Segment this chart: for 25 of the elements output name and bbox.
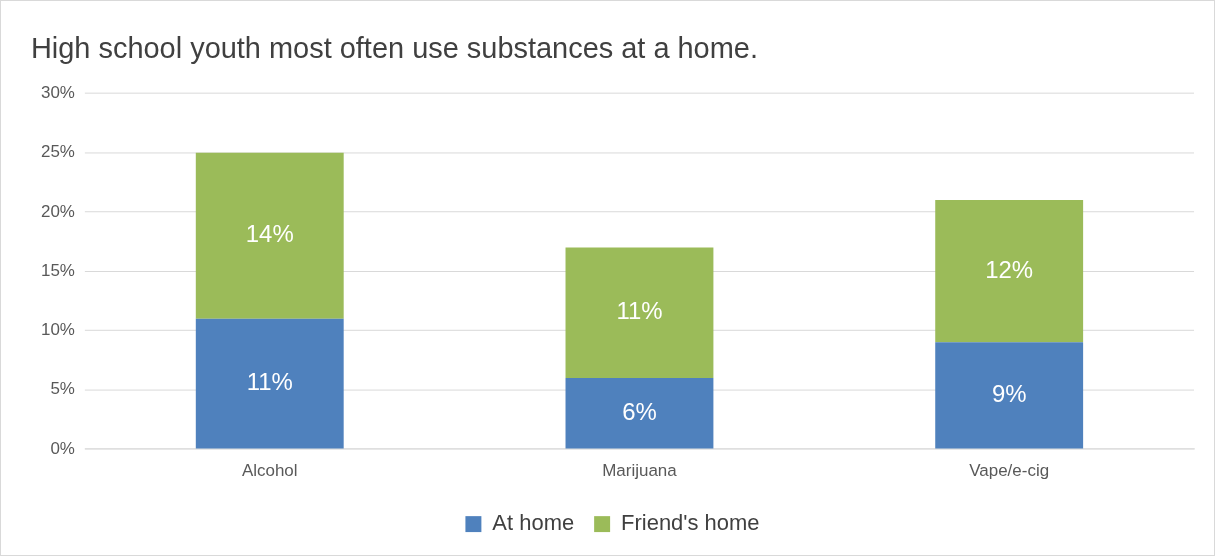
bar <box>195 318 344 449</box>
y-tick-label: 20% <box>40 201 75 221</box>
bar <box>565 247 714 378</box>
legend-label: At home <box>492 510 575 536</box>
x-tick-label: Marijuana <box>602 460 678 480</box>
bar <box>935 342 1084 449</box>
data-label: 11% <box>246 368 293 396</box>
data-label: 12% <box>985 255 1034 283</box>
x-tick-label: Alcohol <box>241 460 298 480</box>
x-tick-label: Vape/e-cig <box>969 460 1050 480</box>
chart-title: High school youth most often use substances at a home. <box>30 32 758 65</box>
y-tick-label: 10% <box>40 320 75 340</box>
bar <box>935 200 1084 343</box>
y-tick-label: 25% <box>40 142 75 162</box>
legend-label: Friend's home <box>621 510 760 536</box>
y-tick-label: 5% <box>50 379 75 399</box>
data-label: 6% <box>622 397 657 425</box>
data-label: 11% <box>616 297 663 325</box>
bar <box>565 377 714 449</box>
y-tick-label: 15% <box>40 260 75 280</box>
y-tick-label: 30% <box>40 83 75 103</box>
data-label: 14% <box>245 220 294 248</box>
y-tick-label: 0% <box>50 438 75 458</box>
bar <box>195 152 344 319</box>
data-label: 9% <box>991 380 1027 407</box>
